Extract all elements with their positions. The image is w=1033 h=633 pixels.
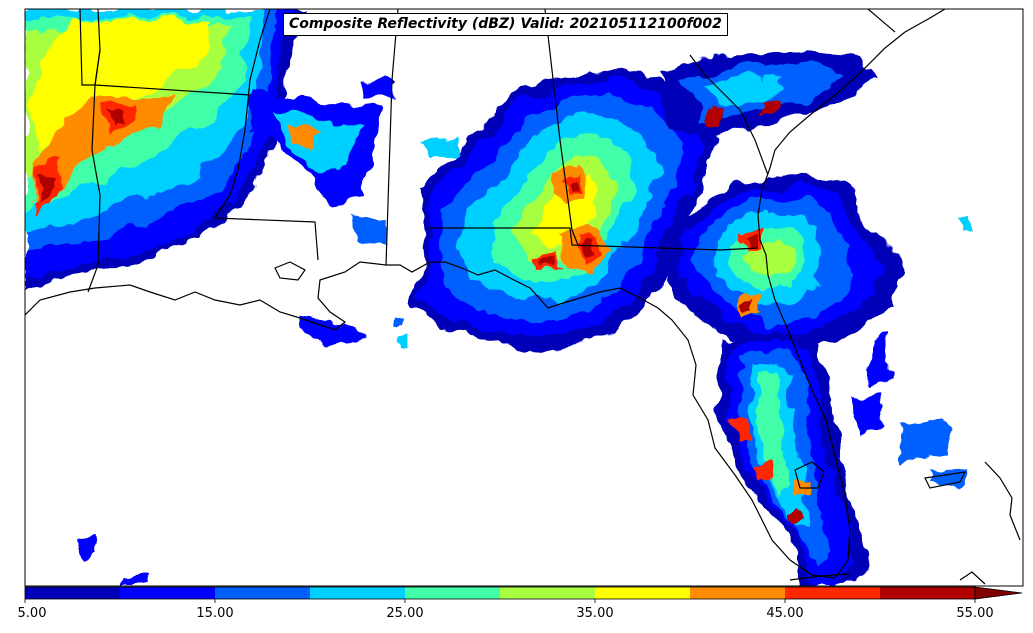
colorbar-frame: [24, 586, 976, 600]
lake-pontchartrain: [274, 261, 306, 281]
state-border: [867, 9, 896, 33]
echo-region-west: [32, 95, 170, 205]
echo-region-gulf: [360, 82, 395, 100]
echo-region-gulf: [300, 315, 365, 345]
echo-region-offshore: [850, 395, 885, 430]
echo-region-gulf: [75, 535, 102, 558]
colorbar-swatch: [405, 587, 501, 599]
state-border: [430, 227, 759, 251]
colorbar-swatch: [25, 587, 121, 599]
echo-region-central: [566, 178, 576, 190]
colorbar-tick-label: 15.00: [196, 606, 234, 621]
echo-region-gulf: [350, 215, 390, 242]
echo-region-peninsula: [735, 418, 750, 442]
echo-region-gulf: [395, 318, 408, 331]
reflectivity-field: [25, 9, 975, 586]
echo-region-east: [700, 78, 785, 105]
echo-region-central: [540, 257, 551, 266]
echo-region-nfl: [739, 298, 756, 313]
echo-region-peninsula: [788, 506, 802, 522]
bahamas-outline: [959, 571, 986, 585]
bahamas-outline: [984, 461, 1021, 541]
echo-region-offshore: [900, 420, 950, 460]
echo-region-ms: [270, 110, 360, 175]
echo-region-nfl: [742, 242, 795, 278]
state-border: [94, 84, 251, 96]
echo-region-gulf: [118, 574, 150, 586]
colorbar-swatch: [785, 587, 881, 599]
colorbar-tick-label: 25.00: [386, 606, 424, 621]
plot-frame: [24, 8, 1024, 587]
florida-keys: [789, 573, 851, 581]
colorbar-tick-label: 55.00: [956, 606, 994, 621]
colorbar-swatch: [215, 587, 311, 599]
colorbar-extend-arrow: [974, 586, 1023, 600]
colorbar-tick-label: 45.00: [766, 606, 804, 621]
colorbar: [24, 586, 1023, 603]
coastline: [25, 9, 946, 579]
bahamas-outline: [924, 471, 967, 489]
state-border: [544, 9, 579, 246]
echo-region-offshore: [870, 335, 888, 385]
echo-region-east: [760, 100, 776, 114]
echo-region-gulf: [398, 336, 410, 347]
colorbar-swatch: [595, 587, 691, 599]
colorbar-swatch: [500, 587, 596, 599]
colorbar-swatch: [880, 587, 976, 599]
echo-region-offshore: [960, 215, 975, 234]
colorbar-swatch: [690, 587, 786, 599]
echo-region-east: [705, 108, 725, 122]
state-border: [689, 54, 769, 176]
echo-region-offshore: [925, 468, 965, 486]
echo-region-ms: [290, 128, 315, 145]
echo-region-gulf: [420, 138, 460, 158]
map-title: Composite Reflectivity (dBZ) Valid: 2021…: [283, 13, 728, 36]
colorbar-swatch: [310, 587, 406, 599]
colorbar-tick-label: 35.00: [576, 606, 614, 621]
state-border: [87, 49, 101, 293]
colorbar-tick-label: 5.00: [17, 606, 47, 621]
echo-region-nfl: [745, 234, 759, 248]
state-border: [213, 9, 319, 261]
echo-region-west: [38, 175, 52, 205]
colorbar-swatch: [120, 587, 216, 599]
echo-region-west: [108, 108, 128, 126]
echo-region-peninsula: [755, 462, 775, 482]
lake-okeechobee: [794, 461, 825, 489]
